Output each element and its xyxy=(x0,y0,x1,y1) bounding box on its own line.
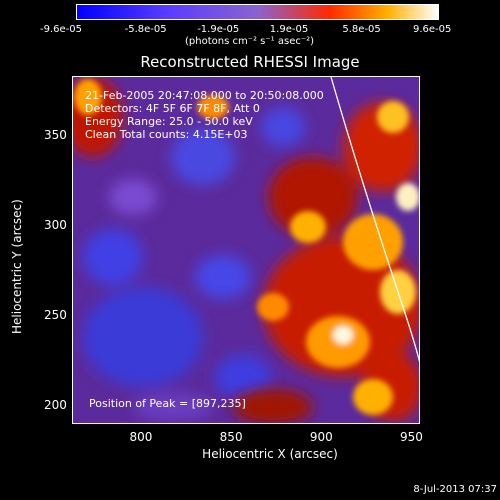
heatmap-svg xyxy=(73,77,419,423)
annotation-peak: Position of Peak = [897,235] xyxy=(89,397,246,410)
annotation-time: 21-Feb-2005 20:47:08.000 to 20:50:08.000 xyxy=(85,89,324,102)
colorbar-tick-label: 1.9e-05 xyxy=(269,24,309,35)
heatmap-plot: 21-Feb-2005 20:47:08.000 to 20:50:08.000… xyxy=(72,76,420,424)
y-tick-label: 200 xyxy=(44,397,67,412)
x-tick-label: 950 xyxy=(399,430,423,444)
chart-title: Reconstructed RHESSI Image xyxy=(140,53,360,71)
y-tick-label: 350 xyxy=(44,127,67,142)
colorbar-unit-label: (photons cm⁻² s⁻¹ asec⁻²) xyxy=(185,36,315,47)
colorbar-tick-label: 5.8e-05 xyxy=(342,24,381,35)
colorbar-tick-label: -5.8e-05 xyxy=(124,24,167,35)
x-axis-label: Heliocentric X (arcsec) xyxy=(202,447,338,461)
annotation-energy: Energy Range: 25.0 - 50.0 keV xyxy=(85,115,253,128)
colorbar-tick-label: 9.6e-05 xyxy=(413,24,452,35)
x-tick-label: 900 xyxy=(309,430,333,444)
x-tick-label: 850 xyxy=(219,430,243,444)
heatmap-blobs-low xyxy=(83,107,305,421)
solar-limb-arc xyxy=(330,77,419,363)
footer-date: 8-Jul-2013 07:37 xyxy=(413,484,497,495)
annotation-clean: Clean Total counts: 4.15E+03 xyxy=(85,128,248,141)
y-tick-label: 250 xyxy=(44,307,67,322)
y-tick-label: 300 xyxy=(44,217,67,232)
colorbar xyxy=(76,4,439,20)
colorbar-tick-label: -1.9e-05 xyxy=(197,24,240,35)
colorbar-tick-label: -9.6e-05 xyxy=(40,24,82,35)
x-tick-label: 800 xyxy=(129,430,153,444)
y-axis-label: Heliocentric Y (arcsec) xyxy=(10,199,24,334)
annotation-detectors: Detectors: 4F 5F 6F 7F 8F, Att 0 xyxy=(85,102,260,115)
